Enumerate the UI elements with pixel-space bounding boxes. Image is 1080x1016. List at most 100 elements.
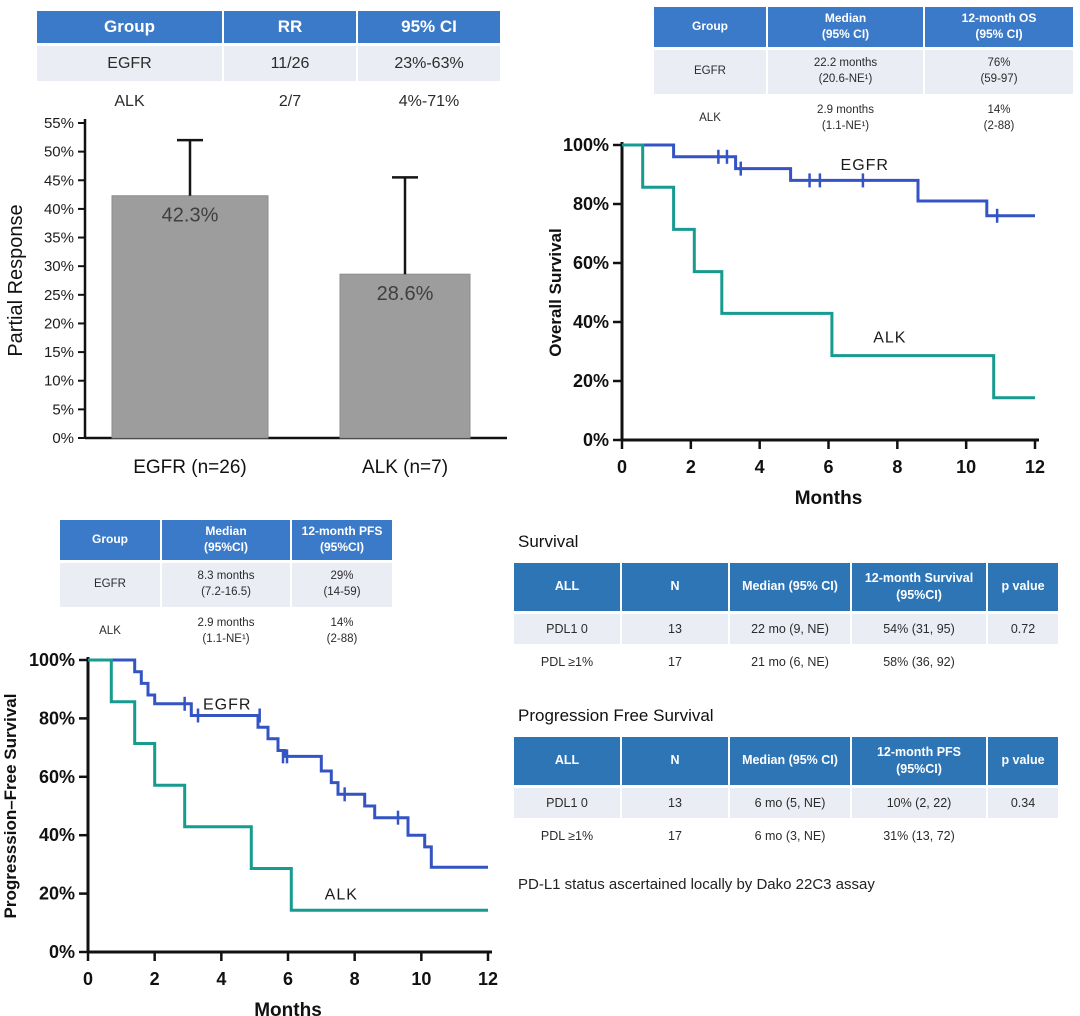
column-header: 95% CI bbox=[358, 11, 500, 43]
x-tick-label: 6 bbox=[283, 969, 293, 989]
y-tick-label: 45% bbox=[44, 172, 74, 189]
y-tick-label: 15% bbox=[44, 344, 74, 361]
table-row: ALK 2/7 4%-71% bbox=[37, 84, 500, 119]
table-cell: 11/26 bbox=[224, 46, 356, 81]
table-cell: 14% (2-88) bbox=[326, 617, 358, 645]
pdl1-panel: Survival ALL N Median (95% CI) 12-month Sur… bbox=[512, 532, 1064, 893]
table-row: PDL ≥1% 17 6 mo (3, NE) 31% (13, 72) bbox=[514, 821, 1058, 851]
km-series-egfr bbox=[88, 658, 488, 869]
x-tick-label: 12 bbox=[1025, 457, 1045, 477]
x-tick-label: 6 bbox=[823, 457, 833, 477]
y-tick-label: 100% bbox=[29, 650, 75, 670]
column-header: 12-month OS (95% CI) bbox=[925, 7, 1073, 47]
x-tick-label: 8 bbox=[892, 457, 902, 477]
survival-heading: Survival bbox=[518, 532, 579, 551]
x-tick-label: 0 bbox=[83, 969, 93, 989]
y-tick-label: 25% bbox=[44, 287, 74, 304]
x-axis-title: Months bbox=[795, 488, 863, 508]
y-tick-label: 80% bbox=[573, 194, 609, 214]
overall-survival-km-chart: 0 2 4 6 8 10 12 0% 20% 40% 60% 80% 100% EGFR ALK Months… bbox=[545, 123, 1080, 513]
table-cell: 2.9 months (1.1-NE¹) bbox=[817, 104, 874, 132]
km-series-alk bbox=[88, 658, 488, 912]
y-tick-label: 60% bbox=[39, 767, 75, 787]
x-tick-label: 2 bbox=[150, 969, 160, 989]
y-axis-title: Overall Survival bbox=[546, 228, 565, 357]
table-cell: EGFR bbox=[60, 563, 160, 607]
y-tick-label: 30% bbox=[44, 258, 74, 275]
x-tick-label: 12 bbox=[478, 969, 498, 989]
table-cell: EGFR bbox=[37, 46, 222, 81]
y-tick-label: 0% bbox=[583, 430, 609, 450]
table-cell: 13 bbox=[622, 788, 728, 818]
column-header: Median (95% CI) bbox=[730, 737, 850, 785]
table-header-row: Group Median (95% CI) 12-month OS (95% CI) bbox=[654, 7, 1073, 47]
x-tick-label: 0 bbox=[617, 457, 627, 477]
column-header: N bbox=[622, 563, 728, 611]
column-header: Group bbox=[60, 520, 160, 560]
data-table: Group RR 95% CI EGFR 11/26 23%-63% ALK 2/7 4%-71… bbox=[35, 8, 502, 122]
table-row: ALK 2.9 months (1.1-NE¹) 14% (2-88) bbox=[654, 97, 1073, 141]
y-tick-label: 5% bbox=[52, 401, 74, 418]
y-tick-label: 20% bbox=[44, 315, 74, 332]
table-cell: 22.2 months (20.6-NE¹) bbox=[768, 50, 923, 94]
bar-chart-svg: 0% 5% 10% 15% 20% 25% 30% 35% 40% 45% 50% 55% 42.3% E… bbox=[5, 115, 507, 478]
column-header: 12-month PFS (95%CI) bbox=[852, 737, 986, 785]
table-cell: 2.9 months (1.1-NE¹) bbox=[197, 617, 255, 645]
table-header-row: Group RR 95% CI bbox=[37, 11, 500, 43]
table-row: PDL ≥1% 17 21 mo (6, NE) 58% (36, 92) bbox=[514, 647, 1058, 677]
table-cell: 29% (14-59) bbox=[292, 563, 392, 607]
table-cell: 17 bbox=[668, 829, 682, 843]
table-row: EGFR 11/26 23%-63% bbox=[37, 46, 500, 81]
bar-value-label: 28.6% bbox=[377, 283, 434, 305]
response-rate-table: Group RR 95% CI EGFR 11/26 23%-63% ALK 2/7 4%-71… bbox=[35, 8, 502, 122]
table-cell: 22 mo (9, NE) bbox=[730, 614, 850, 644]
assay-footnote: PD-L1 status ascertained locally by Dako… bbox=[518, 876, 875, 893]
pfs-table: Group Median (95%CI) 12-month PFS (95%CI) E… bbox=[58, 517, 394, 657]
y-tick-label: 0% bbox=[52, 430, 74, 447]
table-cell: 31% (13, 72) bbox=[883, 829, 955, 843]
table-cell: PDL ≥1% bbox=[540, 829, 594, 843]
column-header: p value bbox=[988, 737, 1058, 785]
y-tick-label: 40% bbox=[44, 201, 74, 218]
x-tick-label: 4 bbox=[216, 969, 226, 989]
table-header-row: Group Median (95%CI) 12-month PFS (95%CI) bbox=[60, 520, 392, 560]
column-header: N bbox=[622, 737, 728, 785]
table-cell: 54% (31, 95) bbox=[852, 614, 986, 644]
y-tick-label: 40% bbox=[573, 312, 609, 332]
table-cell: 4%-71% bbox=[398, 92, 460, 110]
y-tick-label: 10% bbox=[44, 373, 74, 390]
column-header: Median (95% CI) bbox=[730, 563, 850, 611]
data-table: Group Median (95% CI) 12-month OS (95% CI)… bbox=[652, 4, 1075, 144]
table-row: EGFR 22.2 months (20.6-NE¹) 76% (59-97) bbox=[654, 50, 1073, 94]
table-cell: ALK bbox=[114, 92, 145, 110]
table-row: ALK 2.9 months (1.1-NE¹) 14% (2-88) bbox=[60, 610, 392, 654]
series-label-egfr: EGFR bbox=[841, 157, 889, 174]
bar-value-label: 42.3% bbox=[162, 205, 219, 227]
column-header: Group bbox=[37, 11, 222, 43]
column-header: 12-month Survival (95%CI) bbox=[852, 563, 986, 611]
bar-category-label: ALK (n=7) bbox=[362, 457, 448, 478]
x-tick-label: 2 bbox=[686, 457, 696, 477]
table-row: PDL1 0 13 6 mo (5, NE) 10% (2, 22) 0.34 bbox=[514, 788, 1058, 818]
series-label-alk: ALK bbox=[325, 886, 358, 903]
y-tick-label: 100% bbox=[563, 135, 609, 155]
table-cell: 17 bbox=[668, 655, 682, 669]
table-cell: PDL1 0 bbox=[514, 788, 620, 818]
data-table: ALL N Median (95% CI) 12-month Survival (95… bbox=[512, 560, 1060, 680]
y-tick-label: 0% bbox=[49, 942, 75, 962]
bar bbox=[339, 273, 471, 439]
table-row: PDL1 0 13 22 mo (9, NE) 54% (31, 95) 0.72 bbox=[514, 614, 1058, 644]
column-header: Median (95% CI) bbox=[768, 7, 923, 47]
x-tick-label: 4 bbox=[755, 457, 765, 477]
table-cell: 8.3 months (7.2-16.5) bbox=[162, 563, 290, 607]
bar-category-label: EGFR (n=26) bbox=[133, 457, 247, 478]
table-cell: 0.34 bbox=[988, 788, 1058, 818]
table-header-row: ALL N Median (95% CI) 12-month Survival (95… bbox=[514, 563, 1058, 611]
table-cell: 2/7 bbox=[278, 92, 302, 110]
column-header: p value bbox=[988, 563, 1058, 611]
x-tick-label: 10 bbox=[411, 969, 431, 989]
table-cell: 23%-63% bbox=[358, 46, 500, 81]
pfs-heading: Progression Free Survival bbox=[518, 706, 714, 725]
bar bbox=[111, 195, 269, 439]
